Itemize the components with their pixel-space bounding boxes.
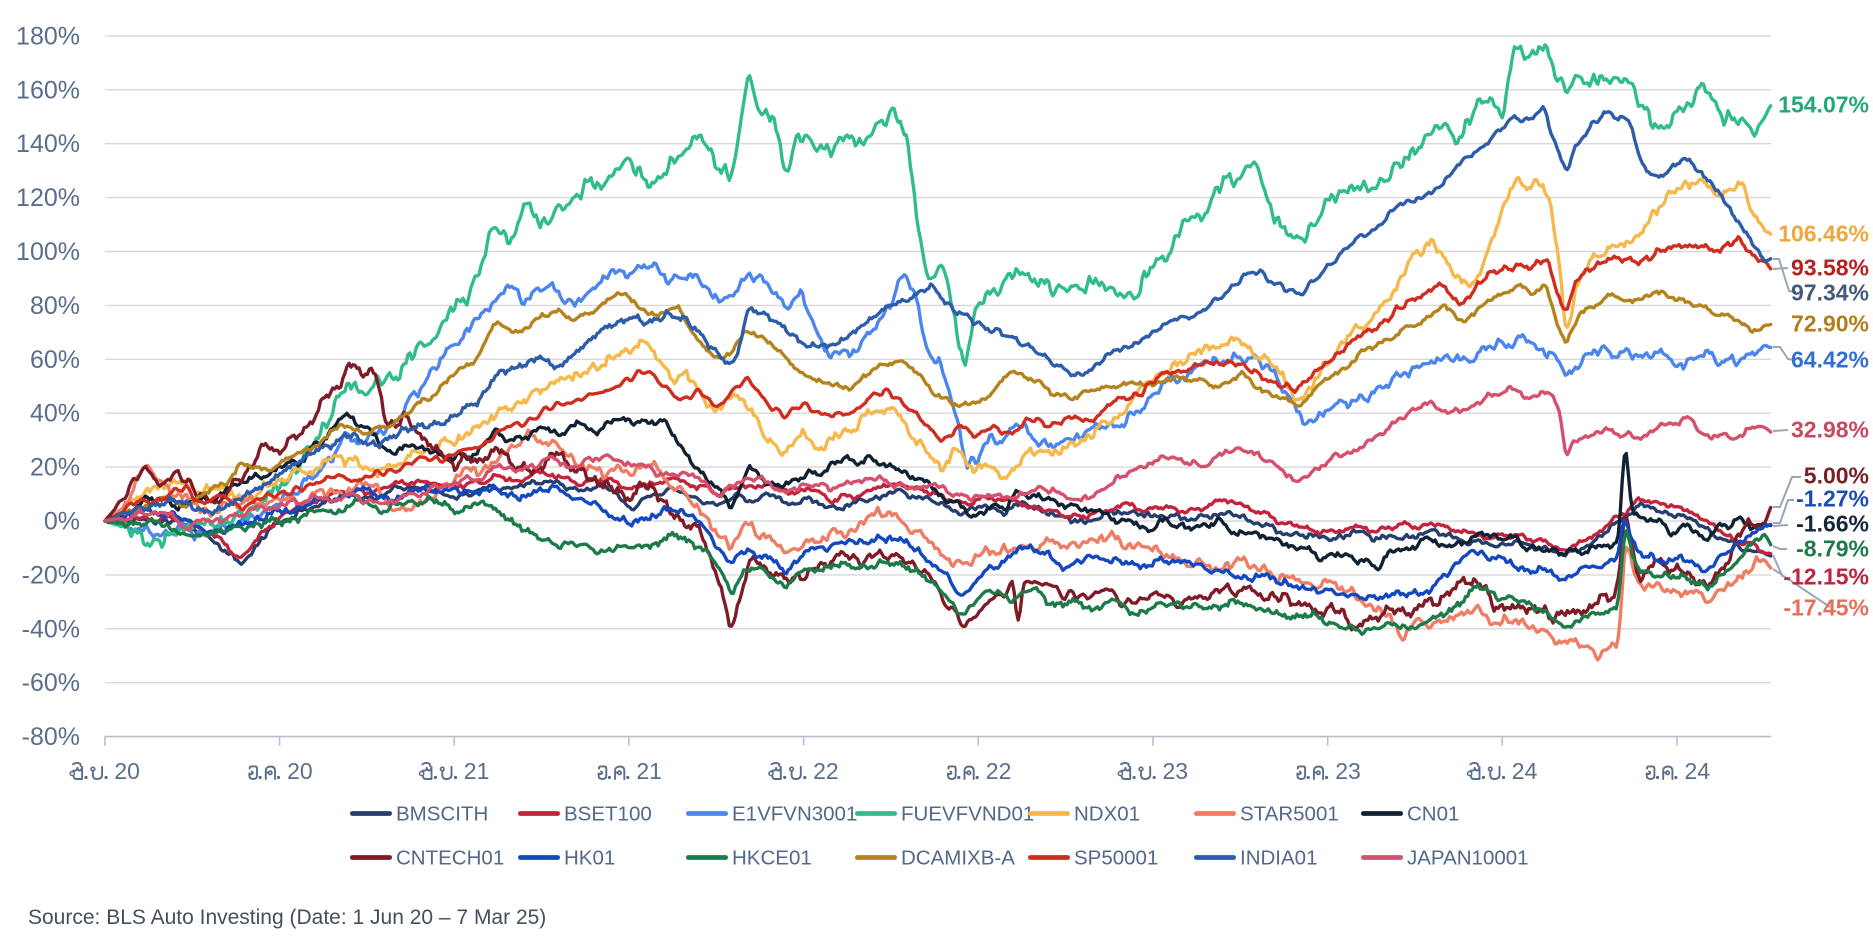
svg-text:HKCE01: HKCE01 (732, 847, 812, 870)
svg-text:DCAMIXB-A: DCAMIXB-A (901, 847, 1015, 870)
svg-text:24: 24 (1685, 758, 1711, 784)
svg-text:20%: 20% (30, 454, 80, 482)
svg-text:NDX01: NDX01 (1074, 803, 1140, 826)
svg-text:180%: 180% (16, 22, 80, 50)
svg-text:64.42%: 64.42% (1791, 347, 1869, 373)
svg-text:0%: 0% (44, 508, 80, 536)
svg-text:154.07%: 154.07% (1778, 92, 1869, 118)
svg-text:20: 20 (287, 758, 313, 784)
svg-text:E1VFVN3001: E1VFVN3001 (732, 803, 857, 826)
svg-text:FUEVFVND01: FUEVFVND01 (901, 803, 1034, 826)
svg-text:60%: 60% (30, 346, 80, 374)
svg-text:CN01: CN01 (1407, 803, 1459, 826)
svg-text:-1.66%: -1.66% (1796, 511, 1869, 537)
svg-text:Source: BLS Auto Investing (Da: Source: BLS Auto Investing (Date: 1 Jun … (28, 906, 546, 929)
svg-text:120%: 120% (16, 184, 80, 212)
svg-text:21: 21 (636, 758, 662, 784)
svg-text:100%: 100% (16, 238, 80, 266)
svg-text:BMSCITH: BMSCITH (396, 803, 488, 826)
svg-text:72.90%: 72.90% (1791, 311, 1869, 337)
svg-text:-1.27%: -1.27% (1796, 486, 1869, 512)
svg-text:-20%: -20% (22, 561, 80, 589)
svg-text:5.00%: 5.00% (1804, 463, 1869, 489)
svg-text:23: 23 (1163, 758, 1189, 784)
svg-text:JAPAN10001: JAPAN10001 (1407, 847, 1529, 870)
svg-text:INDIA01: INDIA01 (1240, 847, 1317, 870)
svg-text:BSET100: BSET100 (564, 803, 652, 826)
svg-text:-8.79%: -8.79% (1796, 536, 1869, 562)
svg-text:HK01: HK01 (564, 847, 615, 870)
svg-text:22: 22 (813, 758, 839, 784)
svg-text:-40%: -40% (22, 615, 80, 643)
svg-text:106.46%: 106.46% (1778, 221, 1869, 247)
svg-text:140%: 140% (16, 130, 80, 158)
svg-text:-80%: -80% (22, 723, 80, 751)
svg-text:32.98%: 32.98% (1791, 417, 1869, 443)
svg-text:40%: 40% (30, 400, 80, 428)
svg-text:CNTECH01: CNTECH01 (396, 847, 504, 870)
svg-text:20: 20 (114, 758, 140, 784)
svg-text:23: 23 (1335, 758, 1361, 784)
svg-text:SP50001: SP50001 (1074, 847, 1158, 870)
svg-text:93.58%: 93.58% (1791, 255, 1869, 281)
svg-text:160%: 160% (16, 76, 80, 104)
svg-text:-12.15%: -12.15% (1783, 564, 1869, 590)
svg-text:80%: 80% (30, 292, 80, 320)
svg-text:97.34%: 97.34% (1791, 280, 1869, 306)
svg-text:24: 24 (1512, 758, 1538, 784)
svg-text:-60%: -60% (22, 669, 80, 697)
svg-text:22: 22 (986, 758, 1012, 784)
svg-text:-17.45%: -17.45% (1783, 595, 1869, 621)
svg-text:STAR5001: STAR5001 (1240, 803, 1339, 826)
svg-text:21: 21 (464, 758, 490, 784)
